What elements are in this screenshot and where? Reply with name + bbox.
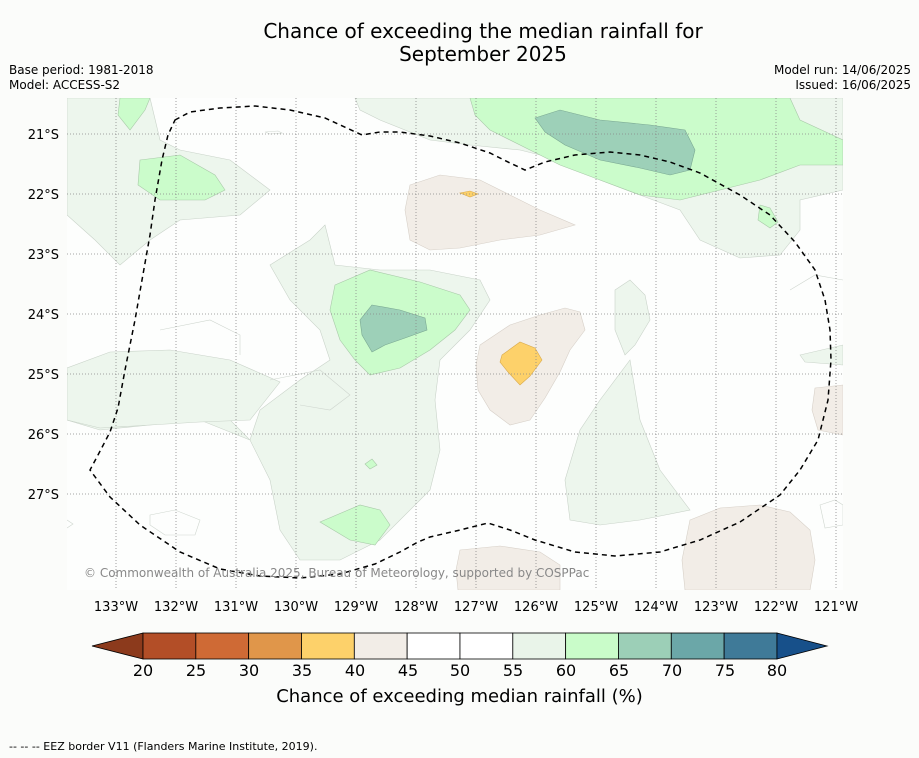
region-40-45-southeast <box>681 504 816 590</box>
lon-labels: 133°W 132°W 131°W 130°W 129°W 128°W 127°… <box>94 600 858 615</box>
issued-date: Issued: 16/06/2025 <box>795 78 911 92</box>
contour-line-6 <box>264 130 284 135</box>
colorbar-segment <box>723 632 778 660</box>
colorbar-tick: 20 <box>133 661 153 680</box>
contour-line-2 <box>269 369 351 411</box>
colorbar-ticks: 20 25 30 35 40 45 50 55 60 65 70 75 80 <box>133 661 787 680</box>
contour-line-4 <box>789 274 843 291</box>
colorbar-segment <box>353 632 408 660</box>
lat-label: 25°S <box>28 368 59 383</box>
lon-label: 131°W <box>214 600 258 615</box>
colorbar-extend-low <box>91 632 144 660</box>
model-name: Model: ACCESS-S2 <box>9 78 121 92</box>
region-35-40-central <box>499 341 543 386</box>
colorbar-segment <box>512 632 567 660</box>
title-line-2: September 2025 <box>399 42 567 66</box>
colorbar-segment <box>142 632 197 660</box>
colorbar-segment <box>670 632 725 660</box>
colorbar-tick: 80 <box>767 661 787 680</box>
region-60-65-topleft <box>117 98 151 131</box>
meta-left: Base period: 1981-2018 Model: ACCESS-S2 <box>9 63 154 93</box>
lat-label: 21°S <box>28 128 59 143</box>
colorbar-segment <box>406 632 461 660</box>
colorbar-tick: 25 <box>186 661 206 680</box>
lon-label: 121°W <box>814 600 858 615</box>
colorbar-segment <box>565 632 619 660</box>
colorbar-tick: 65 <box>609 661 629 680</box>
colorbar-extend-high <box>776 632 829 660</box>
lat-labels: 21°S 22°S 23°S 24°S 25°S 26°S 27°S <box>28 128 59 503</box>
colorbar-label: Chance of exceeding median rainfall (%) <box>276 686 643 707</box>
colorbar-tick: 55 <box>503 661 523 680</box>
colorbar-segment <box>301 632 355 660</box>
lat-label: 23°S <box>28 248 59 263</box>
copyright-notice: © Commonwealth of Australia 2025, Bureau… <box>84 566 589 580</box>
contour-line-7 <box>67 519 74 529</box>
title-line-1: Chance of exceeding the median rainfall … <box>263 19 703 43</box>
contour-fills <box>67 98 843 590</box>
colorbar-tick: 60 <box>556 661 576 680</box>
lon-label: 126°W <box>514 600 558 615</box>
contour-line-5 <box>819 499 843 529</box>
colorbar-tick: 50 <box>450 661 470 680</box>
lon-label: 132°W <box>154 600 198 615</box>
lon-label: 130°W <box>274 600 318 615</box>
colorbar <box>91 632 829 660</box>
region-60-65-small <box>364 458 378 470</box>
colorbar-tick: 30 <box>239 661 259 680</box>
region-55-60-southeast <box>564 359 691 526</box>
lat-label: 27°S <box>28 488 59 503</box>
lon-label: 125°W <box>574 600 618 615</box>
region-55-60-left-band <box>67 349 281 429</box>
lon-label: 123°W <box>694 600 738 615</box>
colorbar-tick: 75 <box>715 661 735 680</box>
lon-label: 124°W <box>634 600 678 615</box>
lon-label: 128°W <box>394 600 438 615</box>
colorbar-tick: 70 <box>662 661 682 680</box>
contour-line-1 <box>159 319 241 355</box>
region-40-45-right <box>811 384 843 436</box>
contour-line-3 <box>149 509 201 536</box>
colorbar-segment <box>195 632 250 660</box>
region-60-65-east <box>757 204 779 229</box>
map-title: Chance of exceeding the median rainfall … <box>0 20 919 66</box>
lat-label: 26°S <box>28 428 59 443</box>
colorbar-segment <box>459 632 514 660</box>
lon-label: 129°W <box>334 600 378 615</box>
lat-label: 22°S <box>28 188 59 203</box>
model-run: Model run: 14/06/2025 <box>773 63 911 77</box>
region-60-65-west <box>137 154 226 201</box>
lon-label: 133°W <box>94 600 138 615</box>
lon-label: 127°W <box>454 600 498 615</box>
region-55-60-east-strip <box>614 279 651 356</box>
colorbar-tick: 35 <box>292 661 312 680</box>
colorbar-tick: 45 <box>398 661 418 680</box>
region-40-45-south <box>455 545 561 590</box>
lon-label: 122°W <box>754 600 798 615</box>
eez-border <box>89 105 832 579</box>
colorbar-tick: 40 <box>345 661 365 680</box>
region-40-45-north <box>404 174 576 251</box>
lat-gridlines <box>67 133 843 495</box>
gridlines <box>115 98 837 590</box>
region-60-65-south <box>319 504 391 546</box>
region-55-60-right-edge <box>799 344 843 366</box>
colorbar-segment <box>618 632 672 660</box>
meta-right: Model run: 14/06/2025 Issued: 16/06/2025 <box>774 63 911 93</box>
eez-legend-note: -- -- -- EEZ border V11 (Flanders Marine… <box>9 740 318 753</box>
lat-label: 24°S <box>28 308 59 323</box>
base-period: Base period: 1981-2018 <box>9 63 154 77</box>
colorbar-segment <box>248 632 302 660</box>
